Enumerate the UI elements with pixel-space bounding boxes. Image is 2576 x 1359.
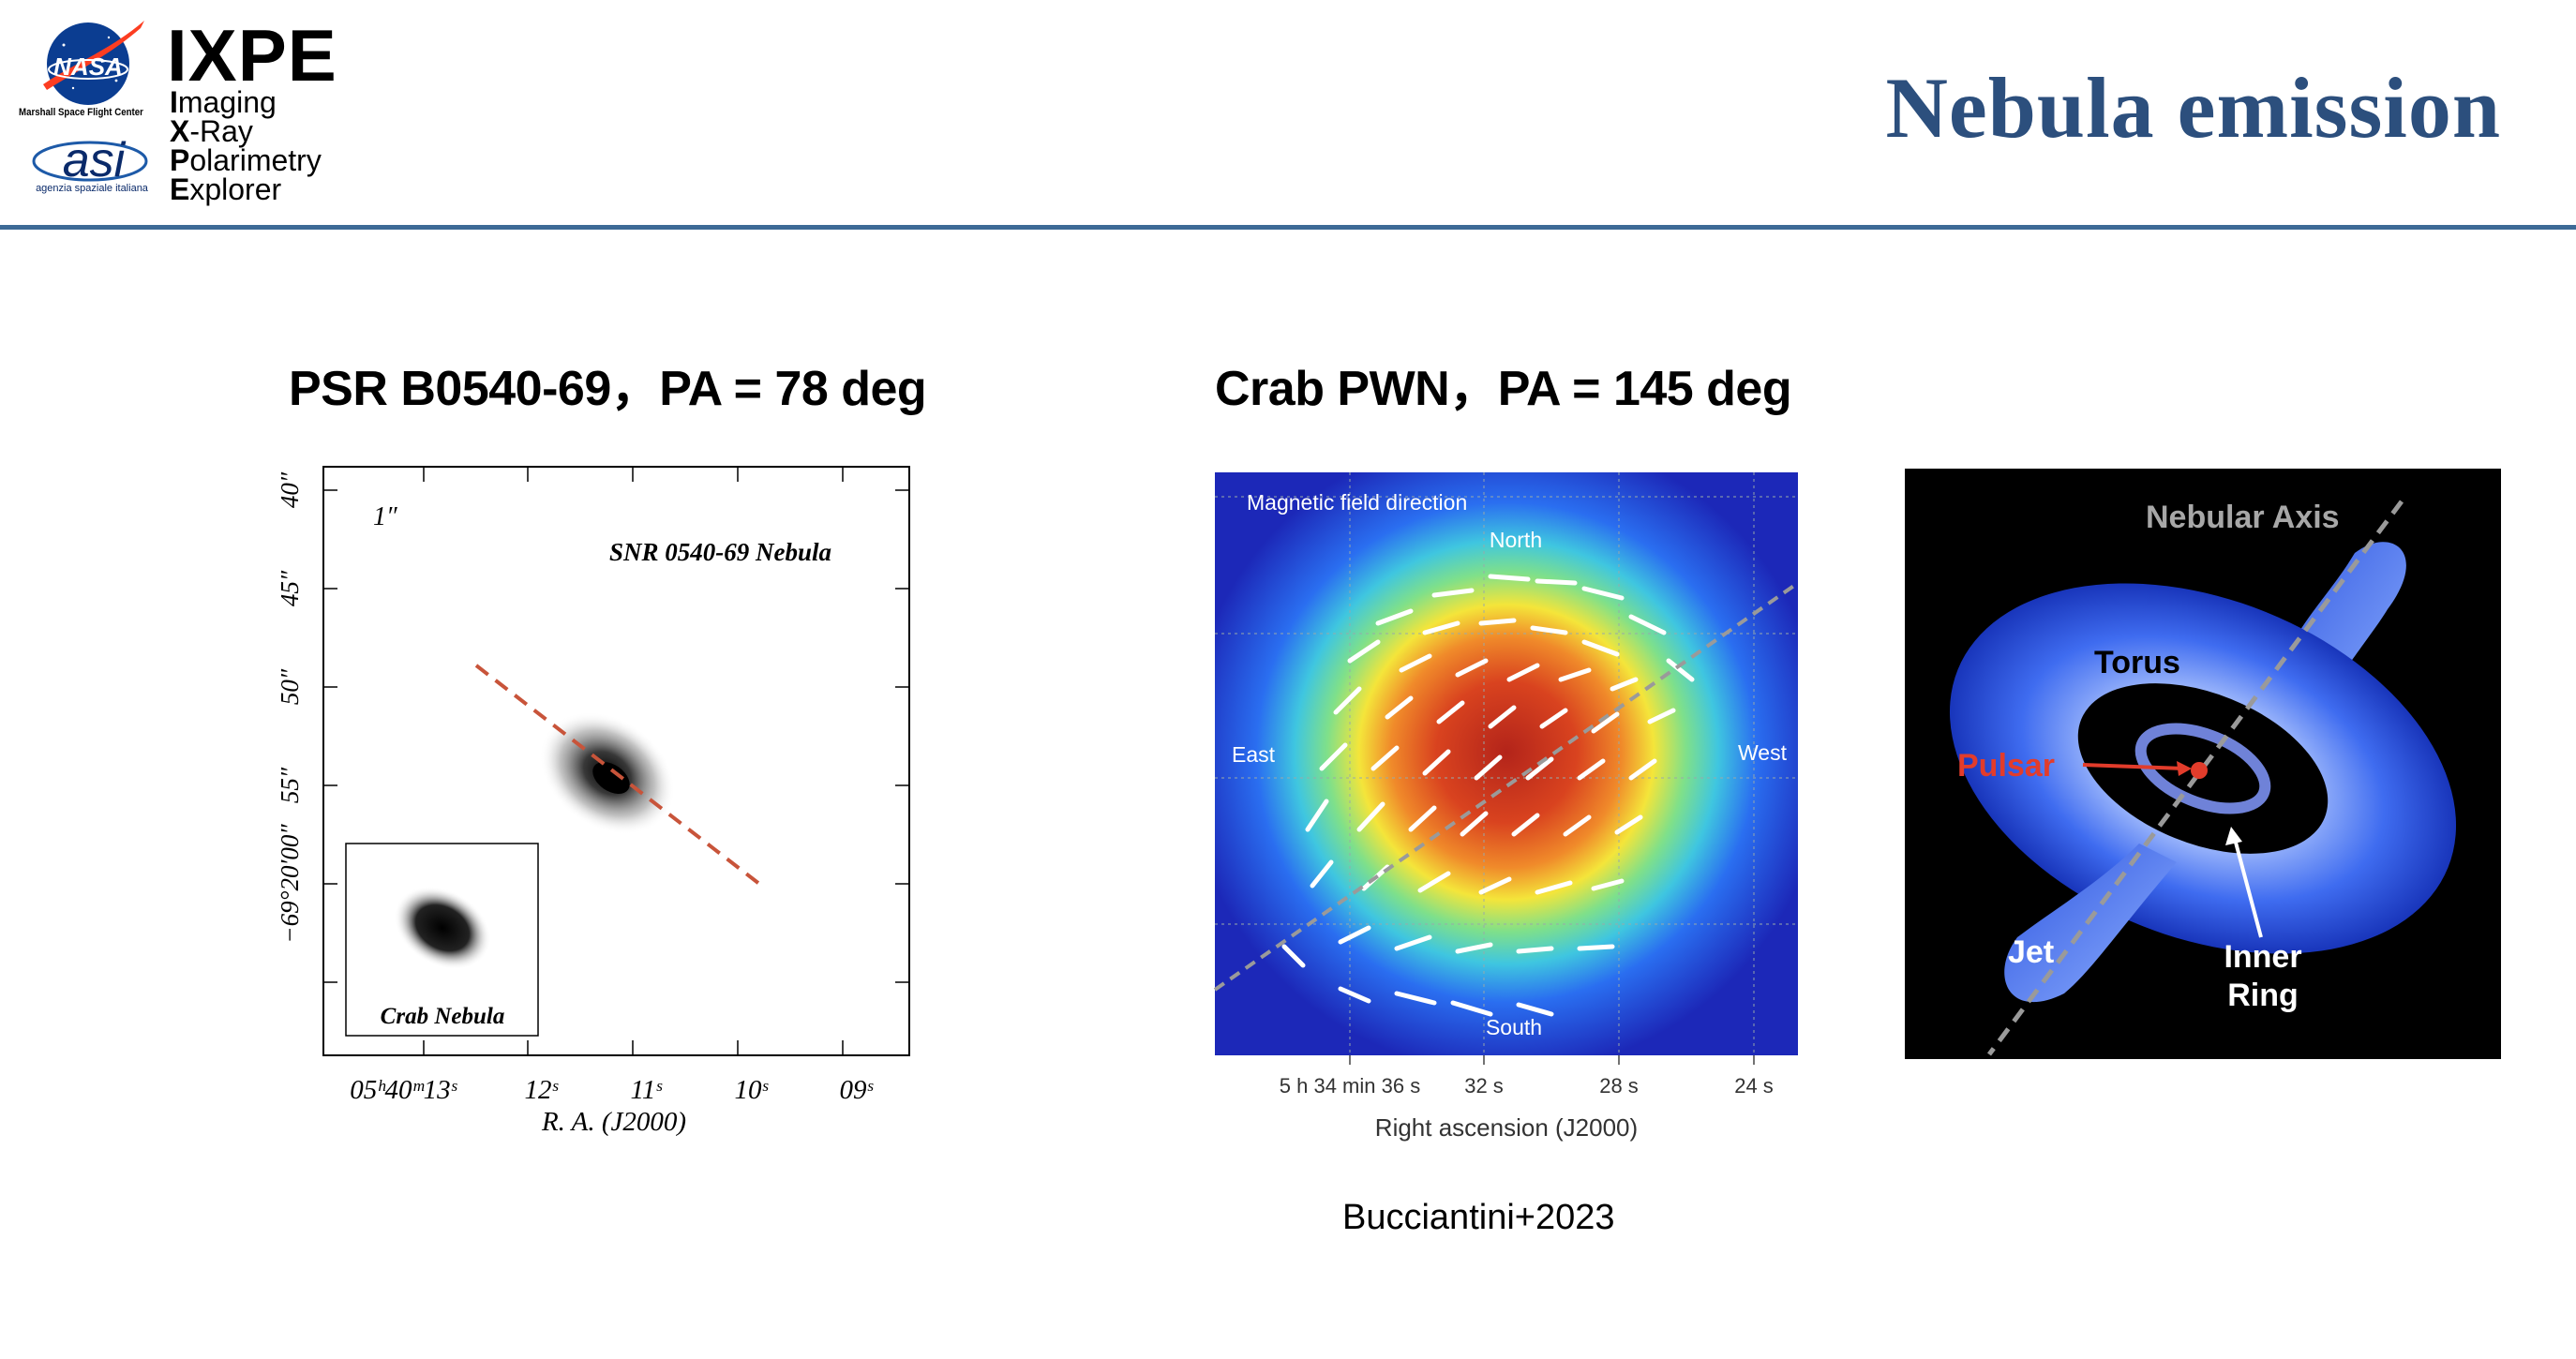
- position-angle-line: [474, 664, 761, 886]
- ixpe-logo-name: IXPE: [167, 14, 337, 97]
- inner-ring-label-1: Inner: [2224, 939, 2301, 975]
- y-tick-label: 45″: [276, 570, 304, 606]
- snr-0540-image: 1″ SNR 0540-69 Nebula Crab Nebula 40″ 45…: [276, 466, 910, 1137]
- nebular-axis-line: [1213, 581, 1800, 992]
- citation: Bucciantini+2023: [1342, 1198, 1615, 1237]
- y-tick-label: 55″: [276, 767, 304, 803]
- snr-label: SNR 0540-69 Nebula: [609, 538, 831, 566]
- inner-ring: [2134, 723, 2271, 814]
- y-tick-label: 40″: [276, 471, 304, 508]
- x-axis-label: Right ascension (J2000): [1375, 1113, 1638, 1142]
- west-label: West: [1738, 740, 1788, 765]
- x-tick-label: 09ˢ: [839, 1075, 874, 1105]
- nasa-label: NASA: [53, 52, 123, 81]
- asi-logo: asi: [32, 133, 148, 187]
- middle-panel-title: Crab PWN，PA = 145 deg: [1215, 362, 1792, 416]
- x-tick-label: 28 s: [1599, 1074, 1639, 1098]
- x-axis-label: R. A. (J2000): [541, 1107, 686, 1137]
- x-tick-label: 12ˢ: [524, 1075, 559, 1105]
- x-tick-label: 10ˢ: [734, 1075, 769, 1105]
- x-tick-label: 05ʰ40ᵐ13ˢ: [350, 1075, 457, 1105]
- jet-label: Jet: [2008, 934, 2054, 970]
- inner-ring-label-2: Ring: [2227, 978, 2299, 1013]
- torus-label: Torus: [2094, 645, 2180, 680]
- nasa-logo: NASA: [43, 21, 144, 105]
- x-tick-label: 11ˢ: [631, 1075, 664, 1105]
- ixpe-logo-words: Imaging X-Ray Polarimetry Explorer: [170, 85, 322, 206]
- y-tick-label: 50″: [276, 668, 304, 705]
- north-label: North: [1490, 528, 1542, 552]
- pwn-schematic: Nebular Axis Torus Pulsar Jet Inner Ring: [1905, 469, 2501, 1059]
- left-panel-title: PSR B0540-69，PA = 78 deg: [289, 362, 927, 416]
- slide-title: Nebula emission: [1885, 60, 2501, 156]
- x-tick-label: 5 h 34 min 36 s: [1280, 1074, 1420, 1098]
- x-tick-label: 24 s: [1734, 1074, 1774, 1098]
- asi-caption: agenzia spaziale italiana: [36, 183, 148, 194]
- nebular-axis-label: Nebular Axis: [2146, 500, 2340, 535]
- lower-jet: [2004, 844, 2177, 1003]
- nasa-caption: Marshall Space Flight Center: [19, 107, 143, 118]
- scale-bar-label: 1″: [373, 502, 397, 531]
- crab-inset-label: Crab Nebula: [381, 1004, 505, 1029]
- south-label: South: [1486, 1015, 1542, 1039]
- logo-word: Explorer: [170, 172, 282, 206]
- header-divider: [0, 225, 2576, 230]
- east-label: East: [1232, 742, 1276, 767]
- pulsar-dot: [2191, 762, 2208, 779]
- crab-pwn-map: Magnetic field direction North South Eas…: [1213, 472, 1800, 1142]
- x-tick-label: 32 s: [1464, 1074, 1504, 1098]
- logo-word: Imaging: [170, 85, 277, 119]
- map-header-label: Magnetic field direction: [1247, 490, 1467, 515]
- asi-label: asi: [63, 133, 127, 187]
- logo-word: Polarimetry: [170, 143, 322, 177]
- magnetic-field-vectors: [1281, 574, 1695, 1017]
- logo-word: X-Ray: [170, 114, 253, 148]
- pulsar-label: Pulsar: [1957, 748, 2055, 784]
- y-tick-label: −69°20′00″: [276, 824, 304, 944]
